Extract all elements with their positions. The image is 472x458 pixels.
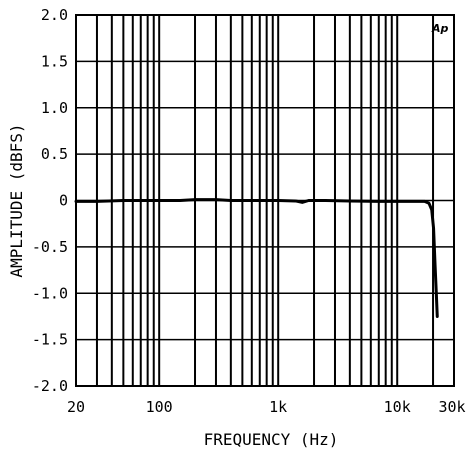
y-tick-label: -1.5 — [32, 331, 68, 349]
series-line — [74, 198, 439, 318]
y-tick-label: -1.0 — [32, 284, 68, 302]
y-tick-label: -0.5 — [32, 238, 68, 256]
x-tick-label: 100 — [146, 398, 173, 416]
y-axis-title: AMPLITUDE (dBFS) — [7, 123, 26, 277]
y-tick-label: 1.0 — [41, 99, 68, 117]
tick-layer: 2.0 1.5 1.0 0.5 0 -0.5 -1.0 -1.5 -2.0 20 100 1k 10k 3… — [32, 6, 466, 416]
x-tick-label: 1k — [269, 398, 287, 416]
x-axis-title: FREQUENCY (Hz) — [204, 430, 339, 449]
y-tick-label: 0 — [59, 192, 68, 210]
y-tick-label: 1.5 — [41, 52, 68, 70]
series-layer — [74, 198, 439, 318]
plot-frame — [75, 14, 455, 387]
x-tick-label: 10k — [384, 398, 411, 416]
ap-logo: Ap — [431, 22, 449, 35]
y-tick-label: 2.0 — [41, 6, 68, 24]
x-tick-label: 30k — [438, 398, 465, 416]
y-tick-label: 0.5 — [41, 145, 68, 163]
y-tick-label: -2.0 — [32, 377, 68, 395]
x-tick-label: 20 — [67, 398, 85, 416]
